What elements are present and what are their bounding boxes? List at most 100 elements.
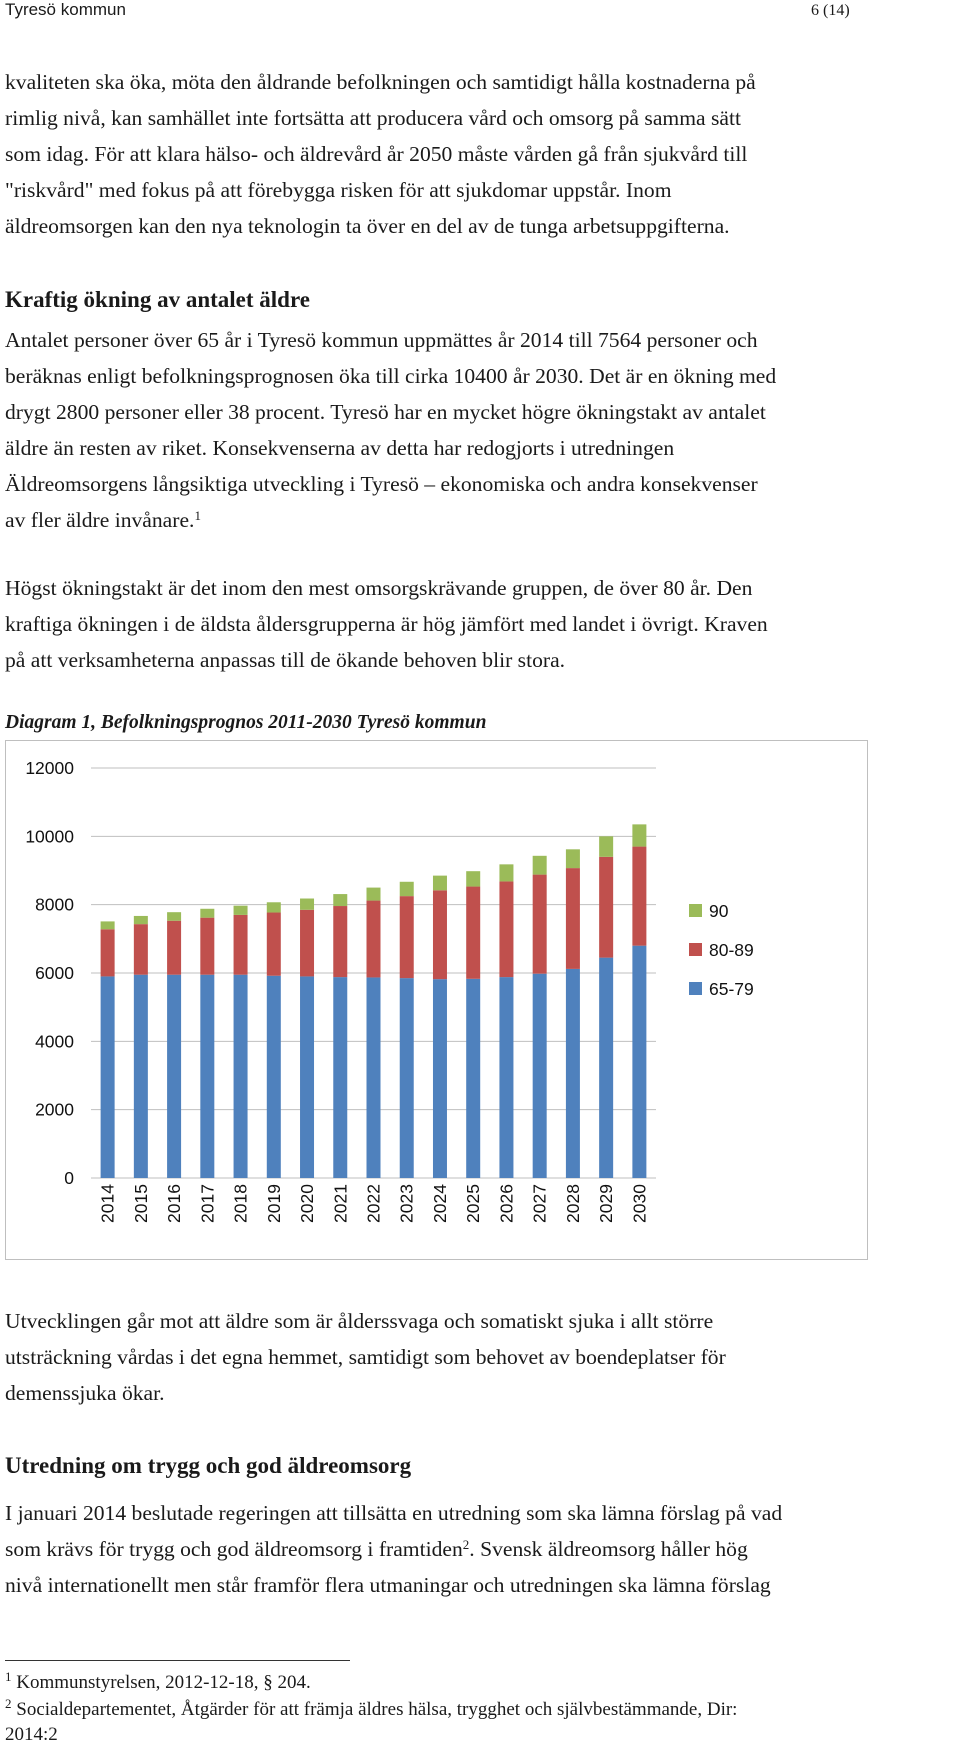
bar-segment-90 [532, 855, 547, 875]
s2-line-3: nivå internationellt men står framför fl… [5, 1573, 771, 1597]
footnote-1-text: Kommunstyrelsen, 2012-12-18, § 204. [11, 1672, 311, 1693]
bar-segment-80-89 [399, 896, 414, 979]
bar-segment-80-89 [333, 906, 348, 978]
chart-canvas: 0 2000 4000 6000 8000 10000 12000 2014 2015 2016 2… [25, 758, 754, 1223]
y-tick-label: 2000 [35, 1100, 74, 1120]
bar-segment-80-89 [599, 856, 614, 958]
legend-label-80-89: 80-89 [709, 940, 754, 960]
organization-name: Tyresö kommun [5, 0, 126, 19]
y-tick-label: 0 [64, 1168, 74, 1188]
bar-segment-65-79 [565, 968, 580, 1178]
bar-segment-80-89 [632, 846, 647, 946]
page-header: Tyresö kommun 6 (14) [0, 0, 960, 24]
s2-line-2b: . Svensk äldreomsorg håller hög [469, 1537, 748, 1561]
legend-swatch-80-89 [689, 943, 702, 956]
bar-segment-65-79 [233, 974, 248, 1178]
footnote-ref-2[interactable]: 2 [462, 1537, 470, 1552]
bar-segment-65-79 [632, 945, 647, 1178]
footnote-ref-1[interactable]: 1 [194, 508, 201, 523]
y-tick-label: 8000 [35, 895, 74, 915]
x-tick-label: 2028 [563, 1184, 583, 1223]
x-tick-label: 2018 [231, 1184, 251, 1223]
x-tick-label: 2029 [596, 1184, 616, 1223]
bar-segment-80-89 [300, 909, 315, 977]
x-tick-label: 2024 [430, 1184, 450, 1223]
s1-p1-line-2: beräknas enligt befolkningsprognosen öka… [5, 364, 777, 388]
x-tick-label: 2019 [264, 1184, 284, 1223]
x-tick-label: 2015 [131, 1184, 151, 1223]
footnote-divider [5, 1660, 350, 1661]
bar-segment-80-89 [532, 874, 547, 974]
bar-segment-90 [499, 864, 514, 882]
bar-segment-90 [466, 871, 481, 887]
bar-segment-65-79 [432, 979, 447, 1178]
bar-segment-80-89 [133, 924, 148, 975]
s1-p1-line-3: drygt 2800 personer eller 38 procent. Ty… [5, 400, 766, 424]
footnote-2-number: 2 [5, 1696, 12, 1711]
bar-segment-65-79 [200, 974, 215, 1178]
bar-segment-90 [133, 915, 148, 925]
s1-p1-last-text: av fler äldre invånare. [5, 508, 195, 532]
bar-segment-65-79 [366, 977, 381, 1178]
bar-segment-65-79 [399, 978, 414, 1178]
bar-segment-80-89 [100, 929, 115, 977]
s2-line-1: I januari 2014 beslutade regeringen att … [5, 1501, 783, 1525]
bar-segment-90 [266, 902, 281, 913]
intro-line-4: "riskvård" med fokus på att förebygga ri… [5, 178, 672, 202]
bar-segment-80-89 [233, 914, 248, 975]
footnote-1: 1 Kommunstyrelsen, 2012-12-18, § 204. [5, 1670, 955, 1696]
x-tick-label: 2026 [496, 1184, 516, 1223]
bar-segment-80-89 [200, 917, 215, 975]
y-tick-label: 4000 [35, 1031, 74, 1051]
population-forecast-chart: 0 2000 4000 6000 8000 10000 12000 2014 2015 2016 2… [5, 740, 868, 1260]
bar-segment-80-89 [565, 868, 580, 969]
x-tick-label: 2030 [629, 1184, 649, 1223]
diagram-title: Diagram 1, Befolkningsprognos 2011-2030 … [5, 712, 487, 733]
x-tick-label: 2023 [397, 1184, 417, 1223]
bar-segment-65-79 [133, 974, 148, 1178]
s1-p2-line-1: Högst ökningstakt är det inom den mest o… [5, 576, 753, 600]
s2-line-2: som krävs för trygg och god äldreomsorg … [5, 1531, 955, 1567]
x-tick-label: 2021 [330, 1184, 350, 1223]
legend-swatch-90 [689, 904, 702, 917]
bar-segment-90 [167, 912, 182, 921]
bar-segment-65-79 [266, 975, 281, 1178]
bar-segment-80-89 [167, 920, 182, 975]
legend-label-90: 90 [709, 901, 729, 921]
section-heading-inquiry: Utredning om trygg och god äldreomsorg [5, 1453, 412, 1478]
s2-line-2a: som krävs för trygg och god äldreomsorg … [5, 1537, 463, 1561]
bar-segment-65-79 [167, 974, 182, 1178]
y-tick-label: 10000 [25, 826, 74, 846]
bar-segment-80-89 [266, 912, 281, 976]
bar-segment-65-79 [599, 957, 614, 1178]
intro-line-3: som idag. För att klara hälso- och äldre… [5, 142, 748, 166]
x-tick-label: 2016 [164, 1184, 184, 1223]
bar-segment-65-79 [499, 977, 514, 1178]
bar-segment-90 [100, 921, 115, 930]
x-tick-label: 2025 [463, 1184, 483, 1223]
s1-p1-line-5: Äldreomsorgens långsiktiga utveckling i … [5, 472, 758, 496]
x-tick-label: 2027 [530, 1184, 550, 1223]
bar-segment-65-79 [532, 973, 547, 1178]
bar-segment-80-89 [466, 886, 481, 979]
bar-segment-90 [565, 849, 580, 869]
intro-line-2: rimlig nivå, kan samhället inte fortsätt… [5, 106, 741, 130]
bar-segment-90 [399, 881, 414, 897]
footnote-2-continued: 2014:2 [5, 1724, 58, 1745]
y-tick-label: 6000 [35, 963, 74, 983]
legend-swatch-65-79 [689, 982, 702, 995]
bar-segment-90 [432, 875, 447, 891]
s1-p1-line-4: äldre än resten av riket. Konsekvenserna… [5, 436, 675, 460]
legend-label-65-79: 65-79 [709, 979, 754, 999]
bar-segment-65-79 [466, 978, 481, 1178]
s1-p1-line-1: Antalet personer över 65 år i Tyresö kom… [5, 328, 758, 352]
page-number: 6 (14) [811, 2, 850, 19]
bar-segment-80-89 [366, 900, 381, 978]
bar-segment-90 [366, 887, 381, 901]
x-tick-label: 2014 [98, 1184, 118, 1223]
y-tick-label: 12000 [25, 758, 74, 778]
bar-segment-80-89 [499, 881, 514, 978]
footnote-2-text: Socialdepartementet, Åtgärder för att fr… [11, 1699, 738, 1720]
s1-p2-line-2: kraftiga ökningen i de äldsta åldersgrup… [5, 612, 768, 636]
bar-segment-90 [333, 894, 348, 907]
